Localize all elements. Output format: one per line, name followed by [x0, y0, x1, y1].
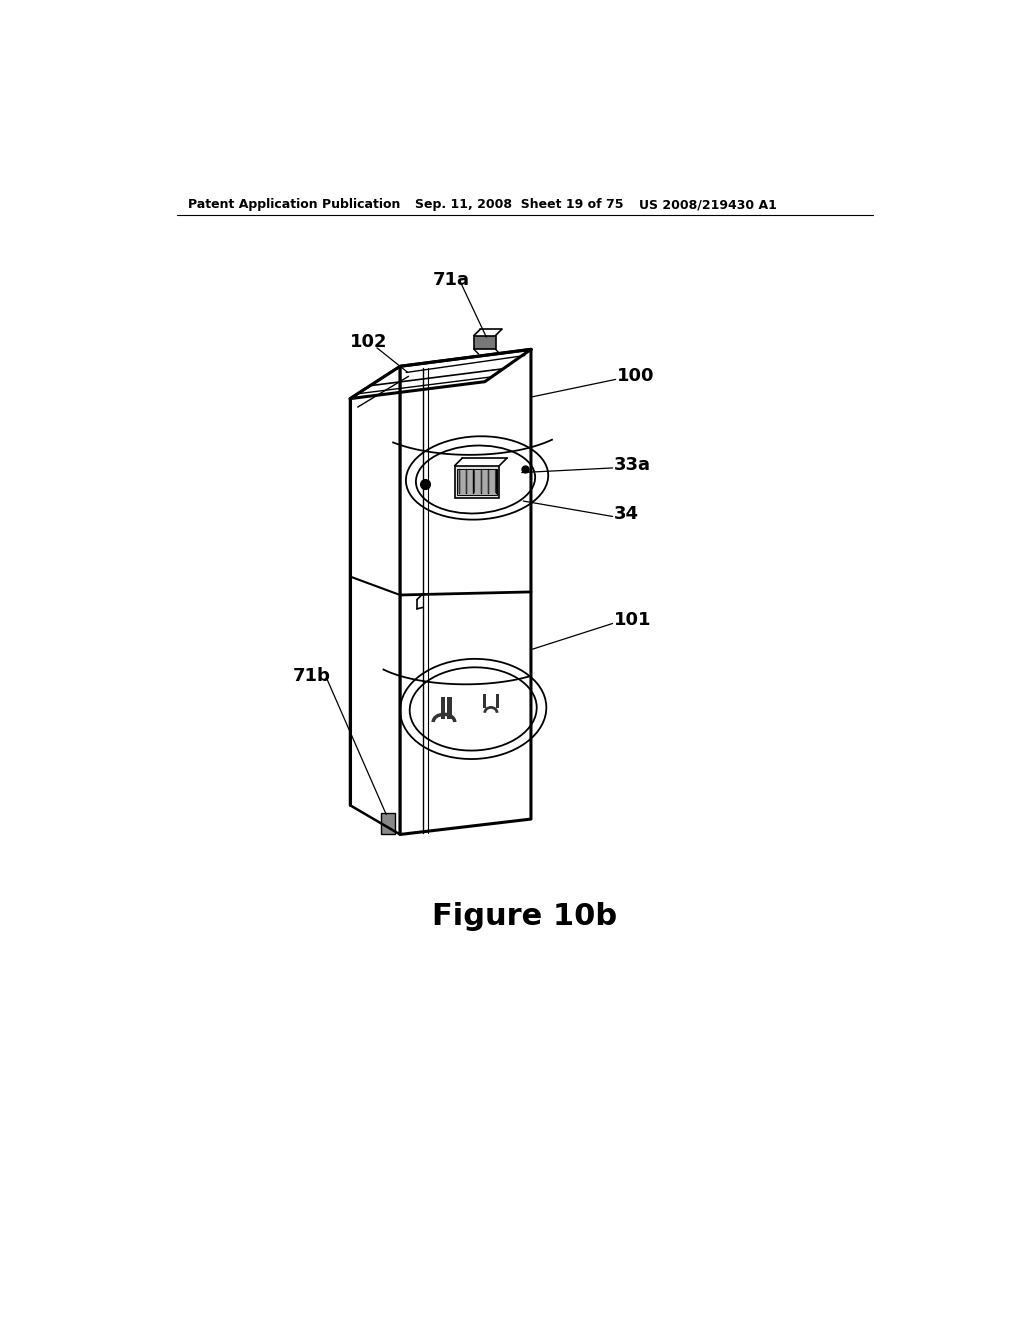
- Bar: [381, 813, 394, 834]
- Text: Sep. 11, 2008  Sheet 19 of 75: Sep. 11, 2008 Sheet 19 of 75: [416, 198, 624, 211]
- Text: 71a: 71a: [433, 271, 470, 289]
- Bar: [441, 697, 445, 719]
- Bar: [457, 469, 497, 495]
- Text: Figure 10b: Figure 10b: [432, 903, 617, 932]
- Text: 102: 102: [350, 333, 387, 351]
- Bar: [496, 694, 499, 708]
- Bar: [447, 697, 452, 719]
- Text: 101: 101: [614, 611, 651, 630]
- Text: 71b: 71b: [292, 667, 330, 685]
- Text: 33a: 33a: [614, 455, 651, 474]
- Bar: [483, 694, 486, 708]
- Text: US 2008/219430 A1: US 2008/219430 A1: [639, 198, 776, 211]
- Text: 100: 100: [617, 367, 654, 385]
- Text: 34: 34: [614, 506, 639, 523]
- Bar: [474, 335, 496, 350]
- Bar: [455, 466, 500, 498]
- Text: Patent Application Publication: Patent Application Publication: [188, 198, 400, 211]
